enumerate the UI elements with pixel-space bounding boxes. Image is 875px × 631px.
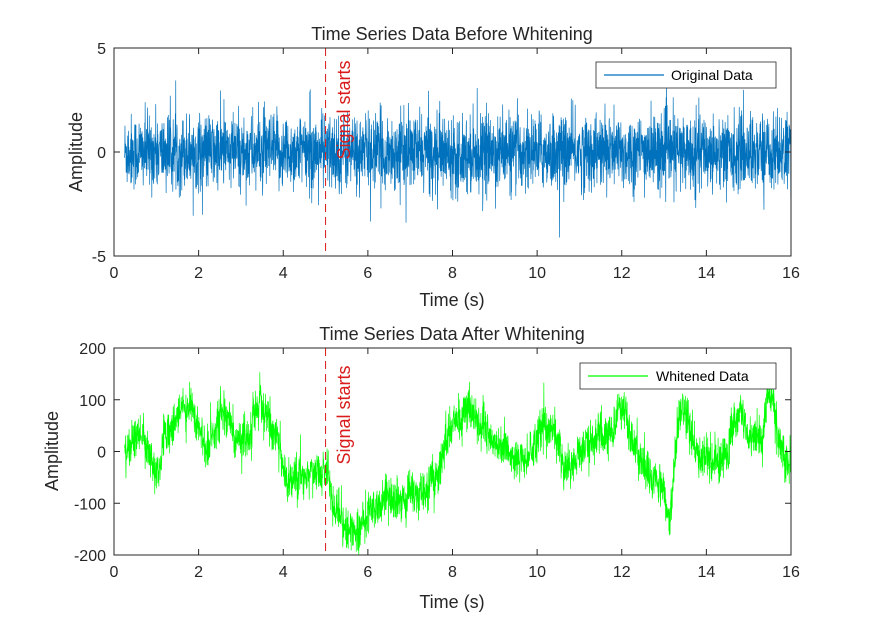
- y-tick-label: -5: [92, 249, 106, 266]
- x-tick-label: 8: [448, 265, 457, 282]
- x-tick-label: 6: [363, 265, 372, 282]
- x-tick-label: 16: [782, 564, 800, 581]
- x-tick-label: 10: [528, 265, 546, 282]
- x-tick-label: 10: [528, 564, 546, 581]
- x-axis-label-before: Time (s): [419, 290, 484, 310]
- legend-label-original: Original Data: [671, 67, 753, 83]
- signal-start-label-before: Signal starts: [334, 60, 354, 159]
- y-tick-label: -100: [74, 496, 106, 513]
- legend-after: Whitened Data: [579, 362, 777, 390]
- x-tick-label: 8: [448, 564, 457, 581]
- series-original-data: [124, 80, 792, 238]
- y-tick-label: 100: [79, 393, 106, 410]
- ticks-before: 0 2 4 6 8 10 12 14 16-505: [92, 41, 800, 282]
- x-tick-label: 2: [194, 265, 203, 282]
- x-tick-label: 4: [279, 564, 288, 581]
- series-line: [124, 80, 792, 238]
- x-tick-label: 6: [363, 564, 372, 581]
- axes-after-whitening: 0 2 4 6 8 10 12 14 16 -200 -100 0 100 200 Time Series…: [42, 324, 800, 612]
- y-tick-label: 0: [97, 445, 106, 462]
- series-line: [124, 371, 792, 556]
- x-tick-label: 2: [194, 564, 203, 581]
- x-tick-label: 14: [697, 265, 715, 282]
- x-tick-label: 12: [613, 564, 631, 581]
- chart-title-before: Time Series Data Before Whitening: [311, 24, 592, 44]
- x-tick-label: 4: [279, 265, 288, 282]
- x-tick-label: 12: [613, 265, 631, 282]
- x-axis-label-after: Time (s): [419, 592, 484, 612]
- ticks-after: 0 2 4 6 8 10 12 14 16 -200 -100 0 100 200: [74, 341, 800, 581]
- y-tick-label: 0: [97, 145, 106, 162]
- series-whitened-data: [124, 371, 792, 556]
- legend-label-whitened: Whitened Data: [656, 368, 749, 384]
- axes-before-whitening: 0 2 4 6 8 10 12 14 16-505 Time Series Data Befor…: [66, 24, 800, 310]
- y-axis-label-after: Amplitude: [42, 411, 62, 491]
- y-axis-label-before: Amplitude: [66, 112, 86, 192]
- y-tick-label: 200: [79, 341, 106, 358]
- x-tick-label: 16: [782, 265, 800, 282]
- x-tick-label: 0: [110, 265, 119, 282]
- y-tick-label: -200: [74, 548, 106, 565]
- x-tick-label: 0: [110, 564, 119, 581]
- x-tick-label: 14: [697, 564, 715, 581]
- y-tick-label: 5: [97, 41, 106, 58]
- signal-start-label-after: Signal starts: [334, 365, 354, 464]
- legend-before: Original Data: [595, 61, 777, 89]
- chart-title-after: Time Series Data After Whitening: [319, 324, 584, 344]
